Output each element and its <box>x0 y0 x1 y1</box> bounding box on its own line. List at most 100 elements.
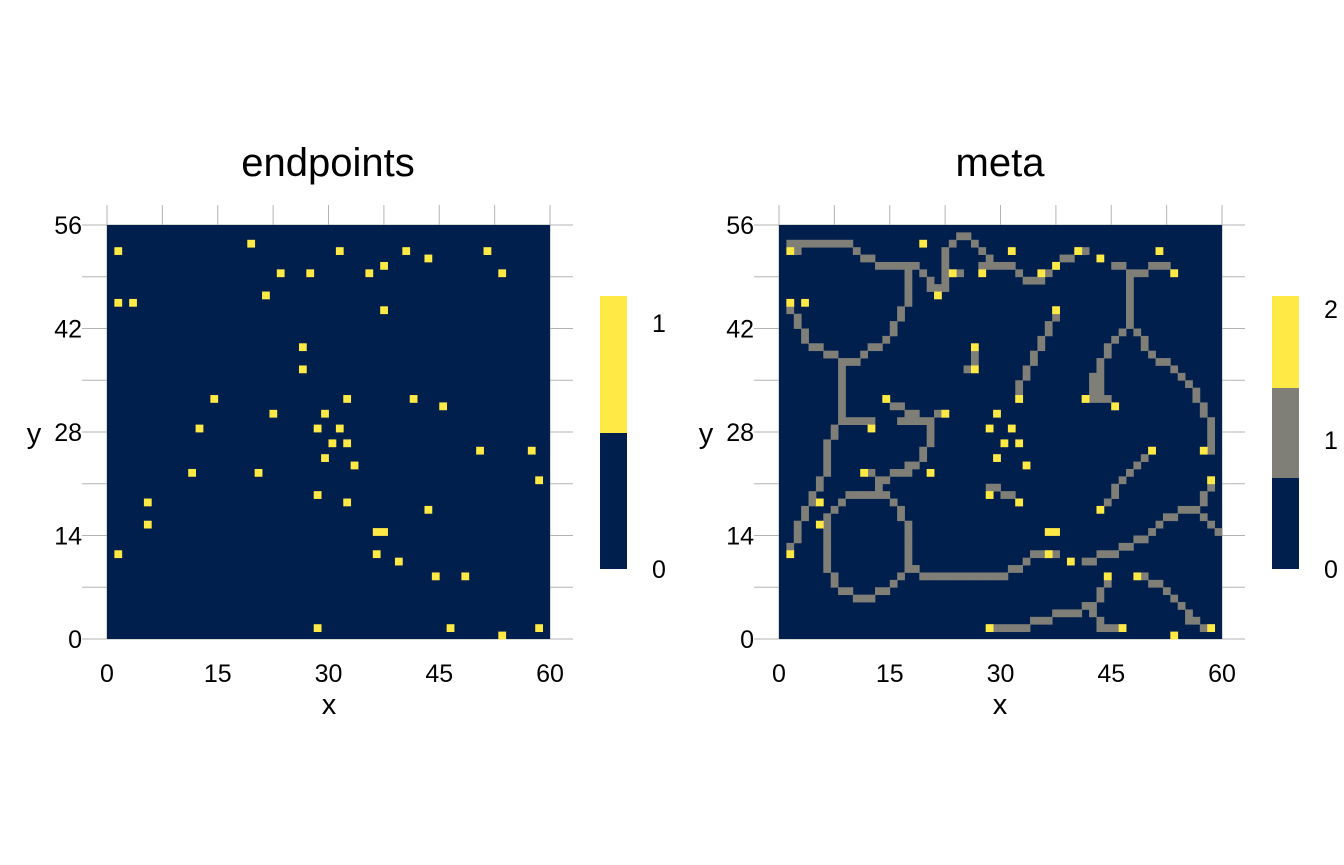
heatmap-cell-value-2 <box>985 624 994 633</box>
heatmap-cell-value-1 <box>1126 542 1134 551</box>
heatmap-background <box>107 225 550 639</box>
heatmap-cell-value-1 <box>941 572 950 581</box>
heatmap-cell-value-1 <box>845 491 854 499</box>
heatmap-cell-value-1 <box>1081 557 1090 566</box>
heatmap-cell-value-1 <box>867 343 876 352</box>
heatmap-cell-value-1 <box>143 498 152 507</box>
heatmap-cell-value-2 <box>993 409 1001 418</box>
heatmap-cell-value-2 <box>941 409 950 418</box>
heatmap-cell-value-2 <box>1015 395 1024 403</box>
heatmap-cell-value-1 <box>1096 594 1105 603</box>
legend-label: 1 <box>1324 427 1338 455</box>
heatmap-cell-value-1 <box>1111 624 1120 633</box>
heatmap-cell-value-1 <box>1030 550 1038 559</box>
heatmap-cell-value-1 <box>1111 491 1120 499</box>
heatmap-cell-value-2 <box>934 291 942 300</box>
heatmap-cell-value-1 <box>874 476 883 485</box>
heatmap-cell-value-2 <box>801 298 809 307</box>
heatmap-cell-value-1 <box>978 247 987 255</box>
heatmap-cell-value-1 <box>860 594 868 603</box>
heatmap-cell-value-1 <box>1044 616 1053 625</box>
heatmap-cell-value-1 <box>1126 298 1134 307</box>
legend-label: 1 <box>652 310 666 338</box>
heatmap-cell-value-1 <box>1103 343 1112 352</box>
heatmap-cell-value-1 <box>402 247 411 255</box>
heatmap-cell-value-1 <box>852 247 861 255</box>
heatmap-cell-value-1 <box>276 269 285 278</box>
heatmap-cell-value-1 <box>1118 328 1127 337</box>
heatmap-cell-value-1 <box>830 350 839 359</box>
heatmap-cell-value-1 <box>1133 328 1142 337</box>
heatmap-cell-value-1 <box>129 298 137 307</box>
heatmap-cell-value-2 <box>1000 439 1009 448</box>
heatmap-cell-value-1 <box>911 409 920 418</box>
heatmap-cell-value-2 <box>1007 424 1016 433</box>
heatmap-cell-value-1 <box>1207 439 1216 448</box>
heatmap-cell-value-1 <box>963 232 972 241</box>
heatmap-cell-value-1 <box>838 372 846 381</box>
heatmap-cell-value-1 <box>1126 321 1134 329</box>
heatmap-cell-value-1 <box>1066 609 1075 618</box>
heatmap-cell-value-1 <box>380 528 388 536</box>
heatmap-cell-value-1 <box>1126 284 1134 292</box>
heatmap-cell-value-1 <box>1177 602 1186 610</box>
heatmap-cell-value-1 <box>1111 335 1120 344</box>
heatmap-cell-value-1 <box>838 387 846 396</box>
heatmap-cell-value-1 <box>830 579 839 588</box>
heatmap-cell-value-1 <box>1030 358 1038 366</box>
heatmap-cell-value-2 <box>1015 439 1024 448</box>
heatmap-cell-value-1 <box>1030 350 1038 359</box>
heatmap-cell-value-1 <box>911 417 920 426</box>
heatmap-cells <box>114 239 544 640</box>
heatmap-cell-value-1 <box>941 247 950 255</box>
heatmap-cell-value-1 <box>1111 550 1120 559</box>
heatmap-cell-value-1 <box>904 417 913 426</box>
heatmap-cell-value-1 <box>1162 513 1171 522</box>
heatmap-cell-value-1 <box>904 557 913 566</box>
heatmap-cell-value-1 <box>114 247 123 255</box>
heatmap-cell-value-1 <box>808 343 817 352</box>
heatmap-cell-value-1 <box>934 572 942 581</box>
heatmap-cell-value-1 <box>1037 550 1046 559</box>
heatmap-cell-value-1 <box>867 468 876 477</box>
heatmap-cell-value-1 <box>1133 269 1142 278</box>
heatmap-cell-value-1 <box>210 395 219 403</box>
legend-swatch-1 <box>600 296 627 433</box>
heatmap-cell-value-1 <box>904 261 913 270</box>
heatmap-cell-value-2 <box>1199 446 1208 455</box>
heatmap-cell-value-1 <box>1133 461 1142 470</box>
heatmap-cell-value-1 <box>424 254 433 263</box>
heatmap-cell-value-1 <box>838 417 846 426</box>
heatmap-cell-value-1 <box>1199 409 1208 418</box>
heatmap-cell-value-1 <box>852 358 861 366</box>
heatmap-cell-value-1 <box>269 409 278 418</box>
heatmap-cell-value-1 <box>882 476 891 485</box>
heatmap-cell-value-1 <box>897 468 905 477</box>
heatmap-cell-value-1 <box>911 565 920 573</box>
heatmap-cell-value-1 <box>897 505 905 514</box>
y-tick-label: 14 <box>54 523 82 551</box>
heatmap-cell-value-1 <box>823 239 832 248</box>
heatmap-cell-value-1 <box>1170 594 1179 603</box>
heatmap-cell-value-1 <box>1103 624 1112 633</box>
panel-title: meta <box>956 141 1046 185</box>
heatmap-cell-value-1 <box>860 491 868 499</box>
heatmap-cell-value-1 <box>1103 579 1112 588</box>
heatmap-cell-value-1 <box>1000 491 1009 499</box>
heatmap-cell-value-1 <box>823 454 832 462</box>
heatmap-cell-value-1 <box>1140 535 1149 544</box>
heatmap-cell-value-1 <box>1007 565 1016 573</box>
y-tick-label: 56 <box>726 212 754 240</box>
legend-label: 2 <box>1324 296 1338 324</box>
heatmap-cell-value-1 <box>1103 498 1112 507</box>
heatmap-cell-value-1 <box>1192 505 1201 514</box>
heatmap-cell-value-1 <box>985 261 994 270</box>
meta-panel: meta 0 15 30 45 60 0 14 28 42 56 x y 2 1… <box>699 141 1338 721</box>
heatmap-cell-value-2 <box>1170 269 1179 278</box>
heatmap-cell-value-1 <box>904 461 913 470</box>
heatmap-cell-value-1 <box>1214 528 1223 536</box>
heatmap-cell-value-1 <box>874 483 883 492</box>
heatmap-cell-value-1 <box>372 528 381 536</box>
heatmap-cell-value-1 <box>1066 254 1075 263</box>
heatmap-cell-value-1 <box>1059 254 1068 263</box>
